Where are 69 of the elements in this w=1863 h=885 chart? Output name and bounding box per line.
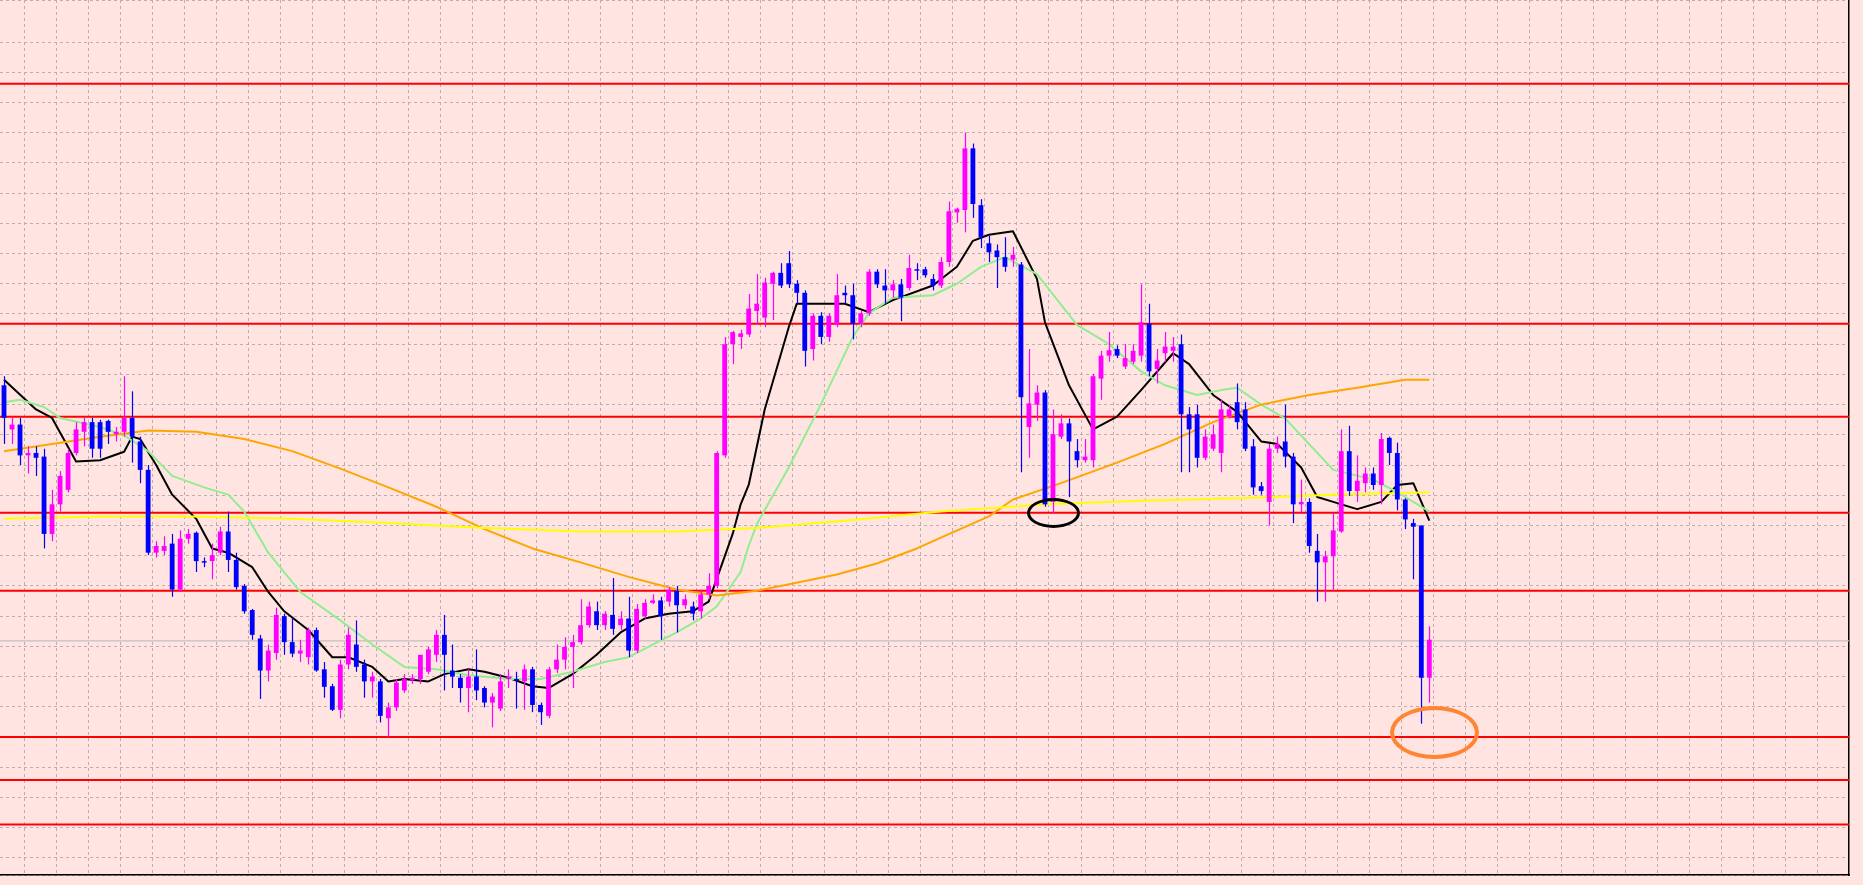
candlestick — [297, 639, 303, 663]
candlestick — [1186, 406, 1192, 473]
candlestick — [538, 701, 543, 726]
candlestick — [121, 375, 127, 438]
candlestick — [265, 643, 271, 682]
candlestick — [129, 390, 135, 464]
candlestick — [658, 596, 664, 641]
candlestick — [938, 256, 944, 289]
candlestick — [1282, 404, 1288, 469]
candlestick — [874, 268, 880, 289]
candlestick — [898, 278, 904, 322]
candlestick — [674, 585, 680, 634]
candlestick — [361, 659, 367, 699]
candlestick — [1210, 423, 1216, 452]
candlestick — [1202, 428, 1208, 461]
candlestick — [1314, 533, 1320, 603]
candlestick — [161, 535, 167, 556]
candlestick — [786, 250, 792, 289]
candlestick — [209, 543, 215, 580]
candlestick — [482, 685, 487, 708]
candlestick — [434, 629, 439, 663]
candlestick — [778, 262, 784, 289]
candlestick — [666, 586, 672, 608]
candlestick — [906, 254, 912, 291]
candlestick — [105, 419, 111, 445]
candlestick — [1322, 550, 1328, 603]
candlestick — [562, 636, 567, 670]
candlestick — [706, 572, 712, 600]
candlestick — [329, 683, 335, 712]
candlestick — [602, 610, 607, 631]
candlestick — [1362, 466, 1368, 493]
candlestick — [578, 598, 583, 646]
candlestick — [1354, 454, 1360, 503]
candlestick — [450, 643, 455, 689]
candlestick — [353, 619, 359, 673]
candlestick — [570, 634, 575, 689]
candlestick — [442, 614, 447, 692]
candlestick — [1106, 331, 1112, 363]
candlestick — [794, 279, 800, 305]
candlestick — [690, 601, 696, 621]
candlestick — [754, 273, 760, 326]
candlestick — [594, 601, 599, 631]
candlestick — [586, 601, 591, 629]
candlestick — [554, 643, 559, 674]
candlestick — [1234, 382, 1240, 430]
candlestick — [474, 648, 479, 701]
candlestick — [466, 668, 471, 713]
candlestick — [826, 312, 832, 343]
candlestick — [618, 610, 623, 631]
candlestick — [321, 661, 327, 699]
candlestick — [698, 588, 704, 620]
candlestick — [642, 598, 647, 620]
candlestick — [385, 701, 391, 738]
candlestick — [730, 330, 736, 365]
candlestick — [458, 673, 463, 704]
candlestick — [770, 271, 776, 321]
candlestick — [289, 617, 295, 658]
candlestick — [490, 692, 495, 728]
candlestick — [522, 663, 527, 711]
candlestick — [610, 577, 615, 636]
candlestick — [1386, 436, 1392, 466]
candlestick — [818, 311, 824, 345]
candlestick — [217, 526, 223, 556]
candlestick — [1410, 518, 1416, 580]
candlestick — [738, 329, 744, 350]
candlestick — [1402, 497, 1408, 530]
candlestick — [401, 673, 407, 694]
candlestick — [1370, 466, 1376, 491]
candlestick — [426, 646, 431, 675]
